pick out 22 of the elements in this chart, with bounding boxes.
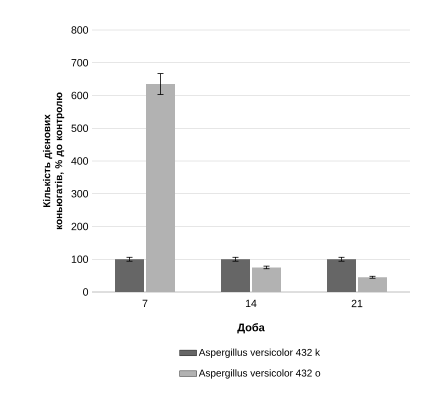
legend-label: Aspergillus versicolor 432 k — [198, 348, 320, 358]
x-tick-label: 14 — [246, 300, 256, 307]
y-tick-label: 700 — [72, 59, 88, 66]
y-tick-label: 100 — [72, 256, 88, 263]
bar — [146, 84, 175, 292]
x-tick-label: 21 — [352, 300, 362, 308]
bar — [252, 267, 281, 292]
y-tick-label: 400 — [71, 157, 88, 165]
y-tick-label: 200 — [72, 222, 88, 230]
bar — [358, 277, 387, 292]
y-tick-label: 300 — [71, 190, 88, 198]
legend-label: Aspergillus versicolor 432 o — [198, 369, 320, 379]
y-axis-title: Кількість дієнових коньюгатів, % до контролю — [42, 92, 64, 230]
x-tick-label: 7 — [142, 300, 148, 307]
x-axis-title: Доба — [237, 323, 265, 334]
y-tick-label: 800 — [71, 26, 88, 34]
y-tick-label: 0 — [83, 288, 88, 296]
y-tick-label: 600 — [72, 92, 88, 100]
bar — [327, 259, 356, 292]
bar — [221, 259, 250, 292]
bar — [115, 259, 144, 292]
y-tick-label: 500 — [71, 124, 88, 132]
